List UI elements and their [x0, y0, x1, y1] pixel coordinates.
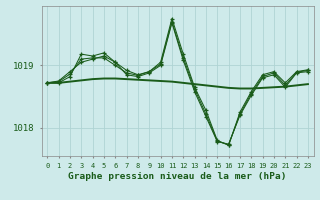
X-axis label: Graphe pression niveau de la mer (hPa): Graphe pression niveau de la mer (hPa) [68, 172, 287, 181]
